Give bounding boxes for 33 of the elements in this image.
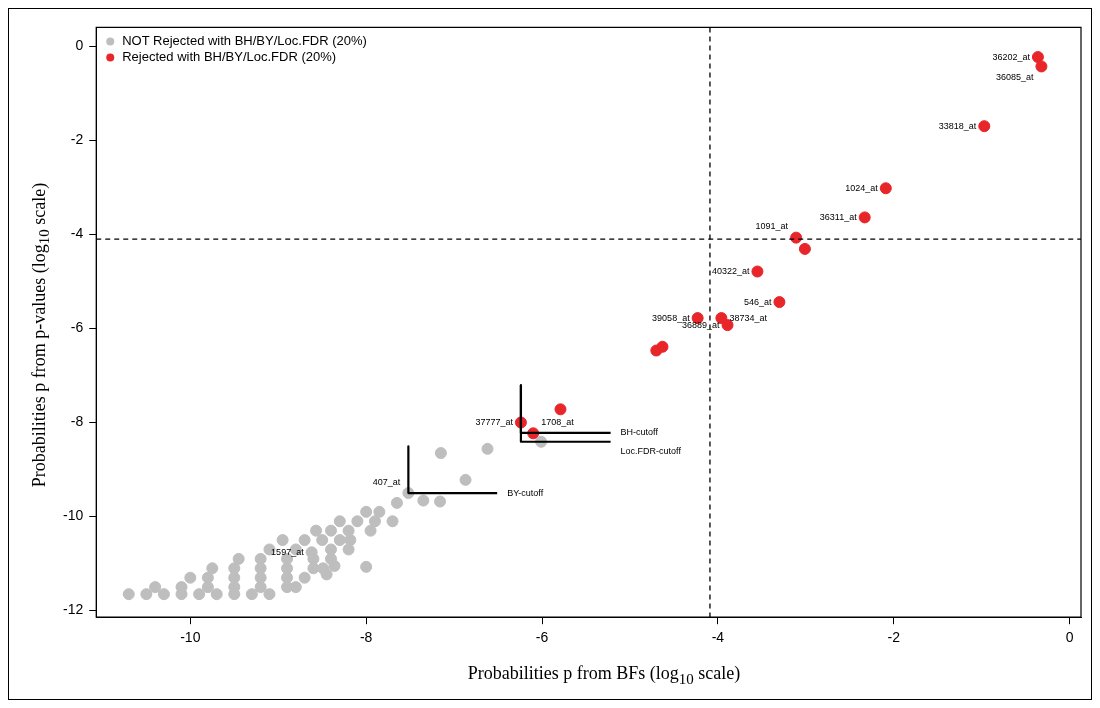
annotation: 38734_at [729,312,768,323]
annotation: 40322_at [711,265,750,276]
annotation: 407_at [372,476,401,487]
x-tick-label: 0 [1065,629,1074,646]
x-axis-title: Probabilities p from BFs (log$_{10}$ scale) [466,663,742,688]
annotation: 36202_at [992,51,1031,62]
annotation: 546_at [743,296,772,307]
annotation: 39058_at [652,312,691,323]
annotation: BY-cutoff [507,487,544,498]
x-tick-label: -8 [359,629,373,646]
y-tick-label: 0 [75,37,84,54]
x-tick-label: -2 [887,629,901,646]
y-tick-label: -2 [70,131,84,148]
legend-label: NOT Rejected with BH/BY/Loc.FDR (20%) [122,32,367,48]
annotation: 36311_at [819,211,858,222]
annotation: 36085_at [995,71,1034,82]
annotation: 1024_at [845,182,879,193]
annotation: 1091_at [755,221,789,232]
y-tick-label: -10 [63,507,84,524]
y-tick-label: -4 [70,225,84,242]
y-tick-label: -8 [70,413,84,430]
y-tick-label: -12 [63,601,84,618]
annotation: Loc.FDR-cutoff [620,446,682,457]
annotation: BH-cutoff [620,427,659,438]
annotation: 33818_at [938,120,977,131]
annotation: 1597_at [271,546,305,557]
x-tick-label: -6 [535,629,549,646]
annotation: 37777_at [475,416,514,427]
x-tick-label: -10 [180,629,201,646]
annotation: 1708_at [541,416,575,427]
y-tick-label: -6 [70,319,84,336]
x-tick-label: -4 [711,629,725,646]
legend-label: Rejected with BH/BY/Loc.FDR (20%) [122,48,337,64]
